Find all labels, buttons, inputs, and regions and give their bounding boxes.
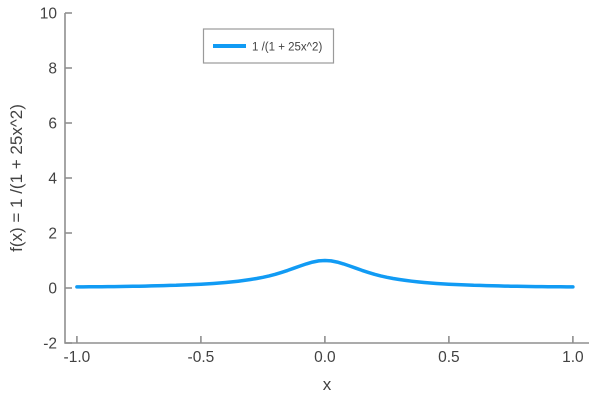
series-line-runge-function bbox=[75, 258, 575, 289]
y-tick-label: 4 bbox=[48, 171, 57, 188]
legend-label: 1 /(1 + 25x^2) bbox=[252, 42, 322, 54]
x-tick-label: -0.5 bbox=[188, 349, 215, 366]
x-tick-label: -1.0 bbox=[64, 349, 91, 366]
y-tick-label: 2 bbox=[48, 226, 57, 243]
x-tick-label: 1.0 bbox=[562, 349, 584, 366]
x-axis-label: x bbox=[323, 375, 332, 394]
axes bbox=[64, 12, 589, 344]
y-tick-label: -2 bbox=[43, 336, 57, 353]
legend: 1 /(1 + 25x^2) bbox=[202, 28, 335, 64]
y-tick-label: 8 bbox=[48, 61, 57, 78]
x-tick-label: 0.5 bbox=[438, 349, 460, 366]
x-tick-label: 0.0 bbox=[314, 349, 336, 366]
y-tick-label: 10 bbox=[40, 6, 58, 23]
tick-labels: -2 0 2 4 6 8 10 -1.0 -0.5 0.0 0.5 1.0 bbox=[40, 6, 584, 367]
y-tick-label: 6 bbox=[48, 116, 57, 133]
y-tick-label: 0 bbox=[48, 281, 57, 298]
y-axis-label: f(x) = 1 /(1 + 25x^2) bbox=[7, 104, 26, 252]
